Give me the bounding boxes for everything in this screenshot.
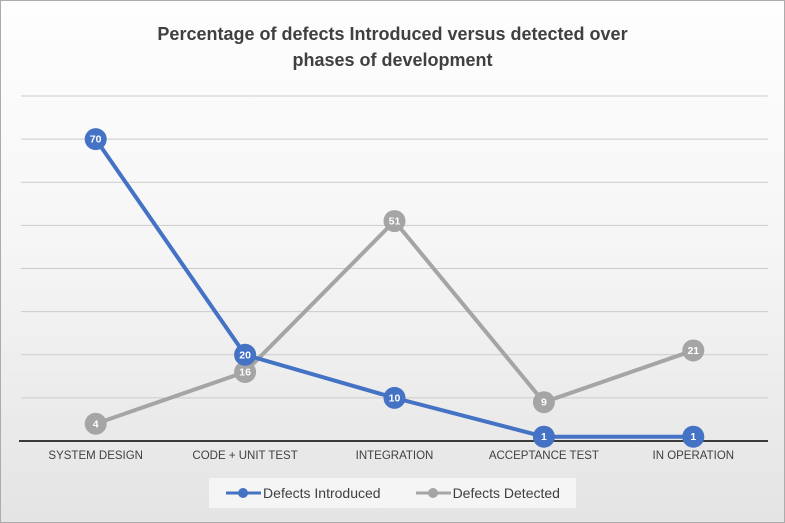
legend-item-defects-introduced[interactable]: Defects Introduced [225, 485, 381, 501]
data-label: 20 [239, 349, 251, 361]
x-axis-category-label: INTEGRATION [356, 450, 434, 462]
data-label: 70 [90, 134, 102, 146]
chart-title-line-2: phases of development [292, 50, 493, 70]
chart-title-line-1: Percentage of defects Introduced versus … [157, 24, 628, 44]
legend: Defects Introduced Defects Detected [1, 478, 784, 508]
data-label: 10 [389, 392, 401, 404]
data-point-marker [383, 210, 406, 233]
legend-label: Defects Introduced [263, 485, 381, 501]
legend-box: Defects Introduced Defects Detected [209, 478, 576, 508]
plot-area: SYSTEM DESIGN CODE + UNIT TEST INTEGRATION… [19, 95, 768, 462]
data-point-marker [84, 128, 107, 151]
data-point-marker [84, 412, 107, 435]
x-axis-category-label: SYSTEM DESIGN [48, 450, 143, 462]
x-axis-category-label: ACCEPTANCE TEST [489, 450, 599, 462]
data-point-marker [532, 425, 555, 448]
data-point-marker [234, 361, 257, 383]
x-axis-category-label: CODE + UNIT TEST [192, 450, 297, 462]
data-point-marker [234, 343, 257, 366]
legend-label: Defects Detected [452, 485, 560, 501]
chart-title: Percentage of defects Introduced versus … [1, 1, 784, 73]
legend-line-marker-icon [226, 488, 262, 498]
legend-item-defects-detected[interactable]: Defects Detected [415, 485, 560, 501]
data-point-marker [532, 391, 555, 414]
data-label: 1 [541, 431, 547, 443]
legend-line-marker-icon [415, 488, 451, 498]
data-label: 4 [93, 418, 99, 430]
data-label: 9 [541, 397, 547, 409]
data-point-marker [682, 339, 705, 362]
data-point-marker [682, 425, 705, 448]
data-label: 1 [690, 431, 696, 443]
data-label: 16 [239, 367, 251, 379]
data-point-marker [383, 386, 406, 409]
data-label: 21 [687, 345, 699, 357]
data-label: 51 [389, 216, 401, 228]
x-axis-category-label: IN OPERATION [653, 450, 735, 462]
